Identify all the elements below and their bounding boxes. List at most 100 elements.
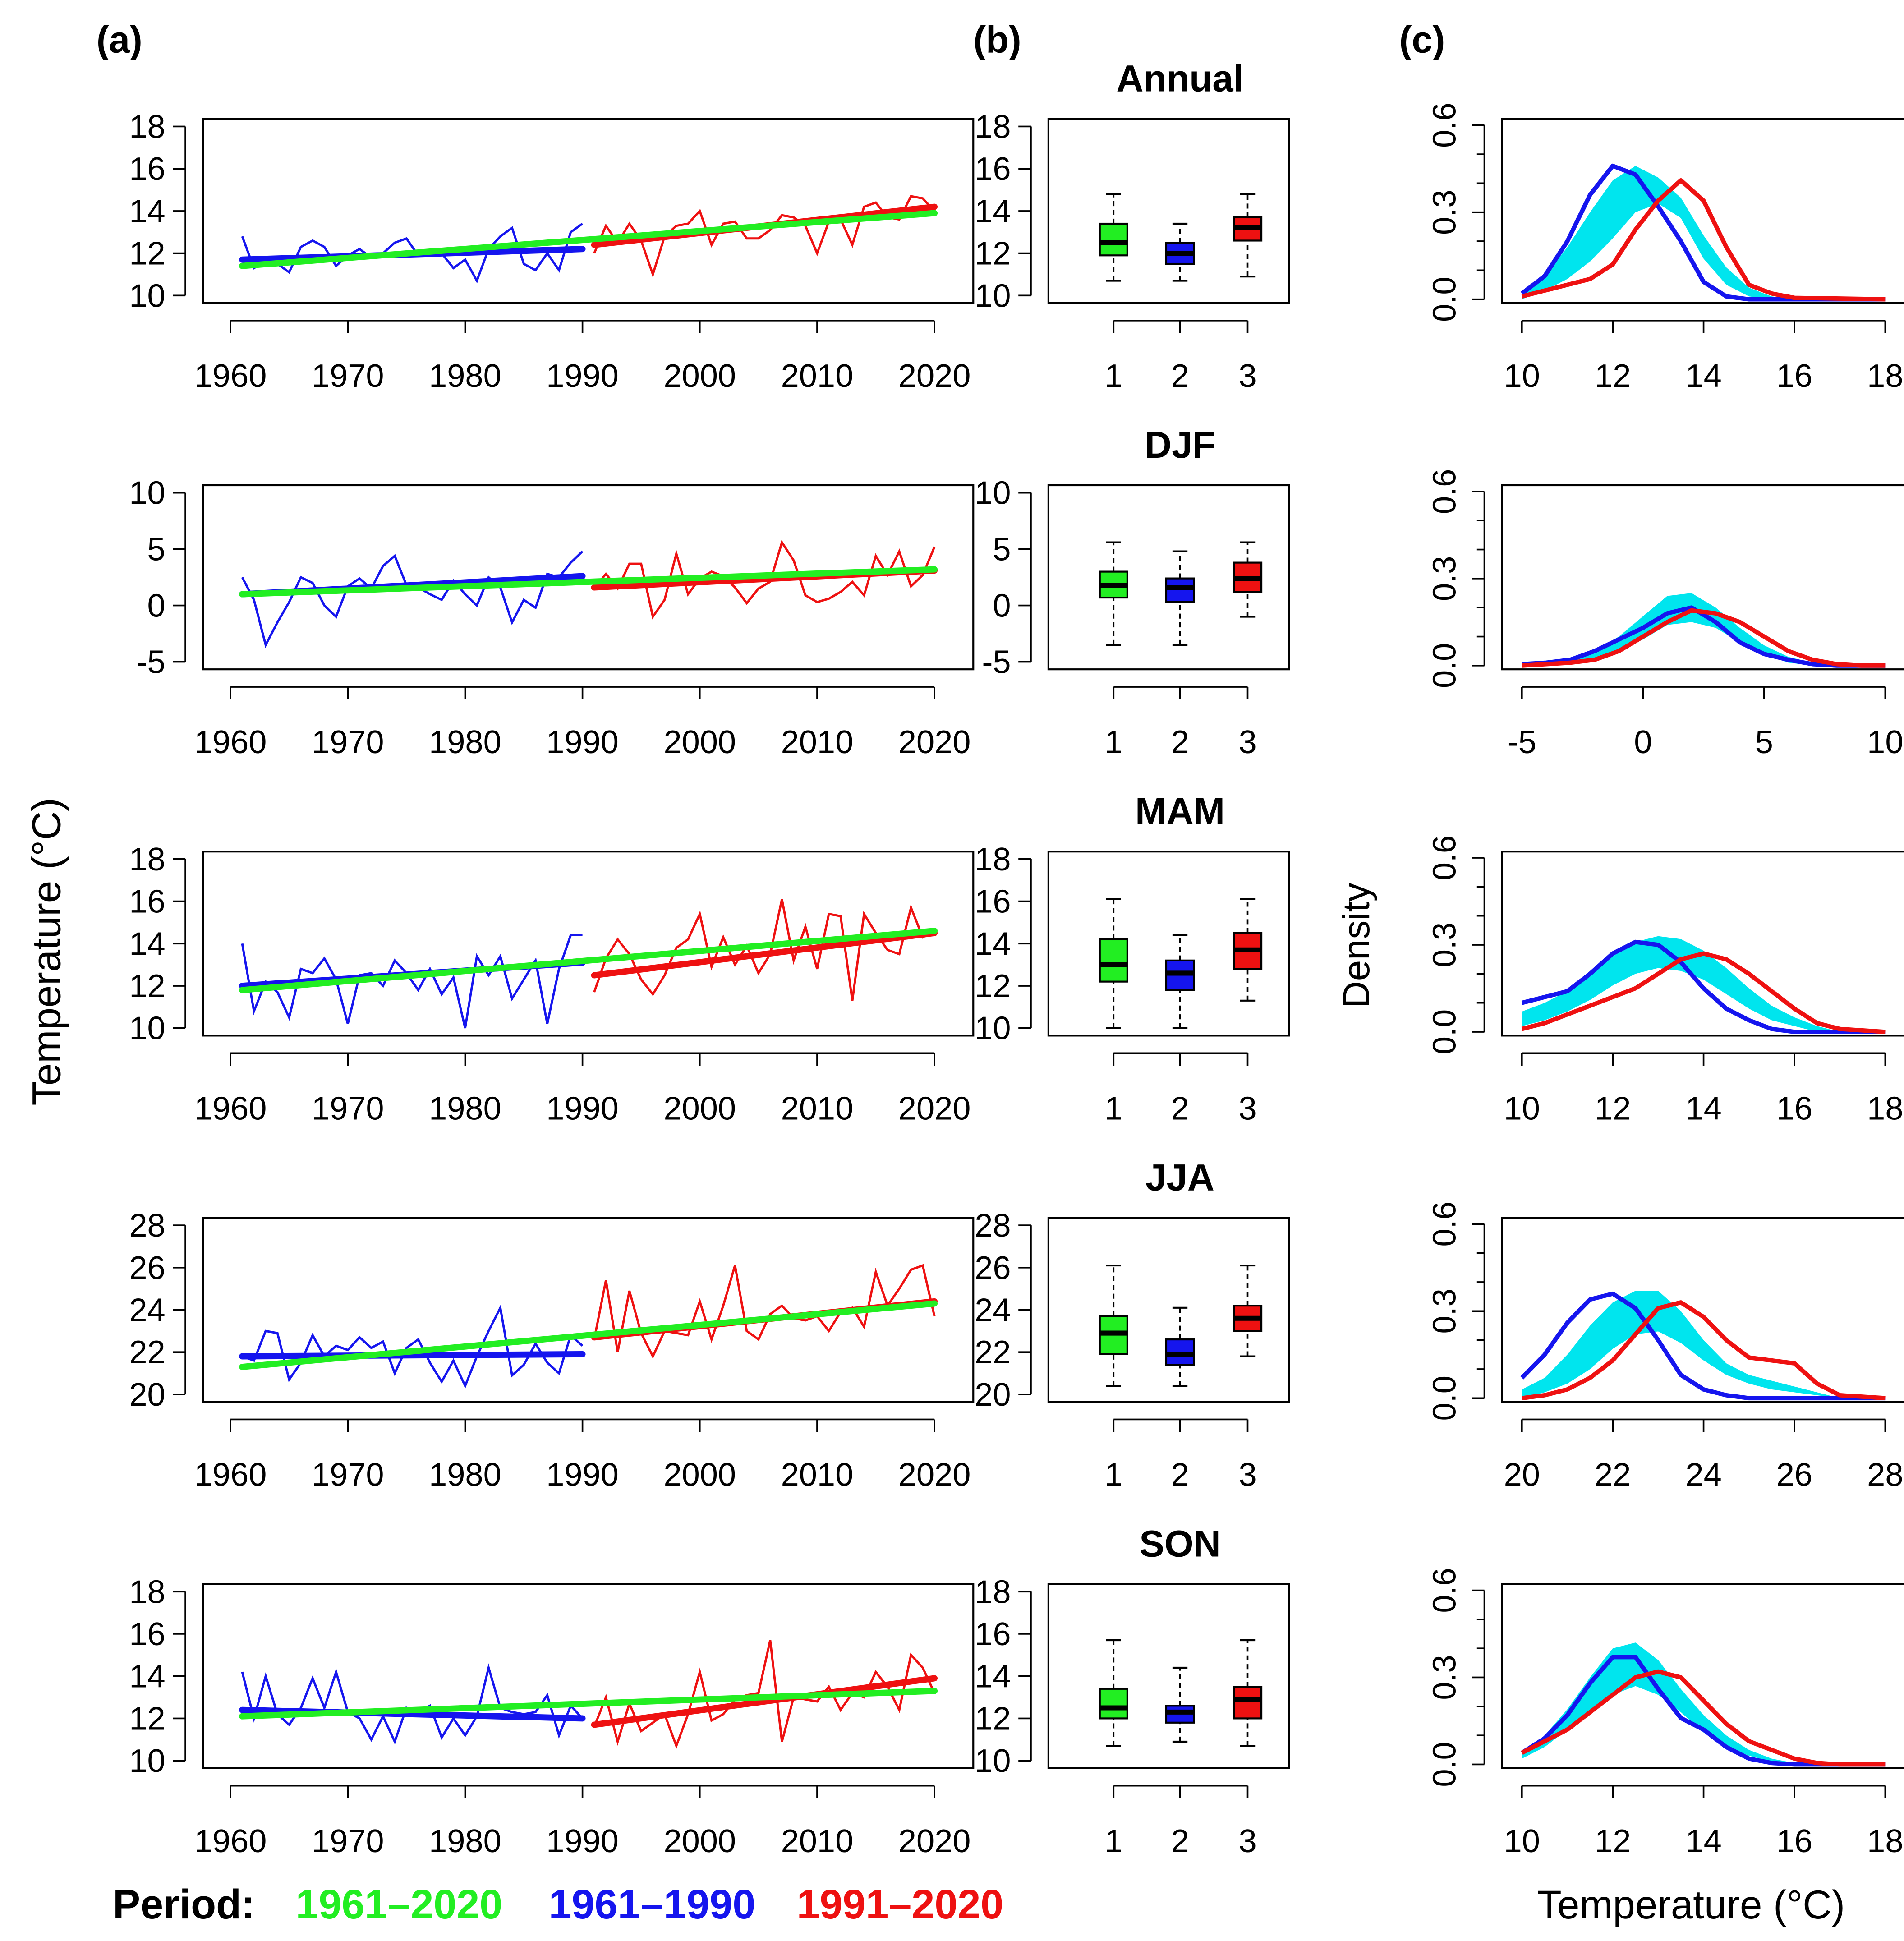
box-y-tick-label: 12 bbox=[975, 1701, 1011, 1737]
x-tick-label: 1970 bbox=[312, 1090, 384, 1127]
series-1961-1990-line bbox=[242, 1304, 584, 1389]
density-x-tick-label: 10 bbox=[1504, 1823, 1540, 1859]
trend-1961-2020 bbox=[239, 566, 938, 598]
season-title: DJF bbox=[1145, 424, 1215, 466]
density-1961-1990 bbox=[1521, 1655, 1886, 1767]
density-y-tick-label: 0.6 bbox=[1427, 469, 1463, 514]
density-x-tick-label: 12 bbox=[1595, 358, 1631, 394]
density-1961-1990 bbox=[1520, 163, 1886, 302]
x-tick-label: 2020 bbox=[898, 1090, 971, 1127]
box-x-tick-label: 1 bbox=[1104, 1090, 1122, 1127]
box-y-tick-label: 16 bbox=[975, 1616, 1011, 1652]
y-tick-label: 0 bbox=[147, 588, 165, 624]
y-tick-label: 20 bbox=[129, 1377, 165, 1413]
density-x-tick-label: 10 bbox=[1504, 358, 1540, 394]
density-envelope-band bbox=[1522, 1291, 1886, 1398]
box-y-tick-label: 5 bbox=[993, 532, 1011, 568]
season-title: SON bbox=[1139, 1523, 1221, 1565]
density-y-tick-label: 0.6 bbox=[1427, 1201, 1463, 1246]
box-x-tick-label: 3 bbox=[1238, 1823, 1256, 1859]
box-x-tick-label: 1 bbox=[1104, 1457, 1122, 1493]
box-y-tick-label: 16 bbox=[975, 151, 1011, 187]
box-1 bbox=[1099, 222, 1128, 257]
box-x-tick-label: 2 bbox=[1171, 1823, 1189, 1859]
legend-item-1991-2020: 1991–2020 bbox=[797, 1881, 1004, 1927]
box-y-tick-label: 18 bbox=[975, 1574, 1011, 1610]
season-jja: 1960 1970 1980 1990 2000 2010 20202022242628JJ… bbox=[129, 1156, 1904, 1493]
boxplot-frame bbox=[1047, 1217, 1290, 1403]
box-y-tick-label: 10 bbox=[975, 475, 1011, 511]
density-y-tick-label: 0.6 bbox=[1427, 103, 1463, 148]
timeseries-panel: 1960 1970 1980 1990 2000 2010 2020 10 12 14 16 18 bbox=[129, 842, 975, 1127]
density-y-tick-label: 0.0 bbox=[1427, 276, 1463, 322]
density-panel: 20 22 24 26 28 0.0 0.3 0.6 bbox=[1427, 1201, 1904, 1493]
box-y-tick-label: 14 bbox=[975, 926, 1011, 962]
x-tick-label: 1970 bbox=[312, 1823, 384, 1859]
density-x-tick-label: 18 bbox=[1867, 1090, 1903, 1127]
panel-label-c: (c) bbox=[1399, 19, 1445, 61]
box-y-tick-label: 10 bbox=[975, 1743, 1011, 1779]
season-title: MAM bbox=[1135, 790, 1225, 832]
boxplot-frame bbox=[1047, 1583, 1290, 1769]
box-y-tick-label: 0 bbox=[993, 588, 1011, 624]
density-panel: 10 12 14 16 18 0.0 0.3 0.6 bbox=[1427, 103, 1904, 394]
box-y-tick-label: 16 bbox=[975, 884, 1011, 920]
density-x-tick-label: 12 bbox=[1595, 1823, 1631, 1859]
trend-1991-2020 bbox=[591, 1675, 938, 1728]
x-tick-label: 1990 bbox=[546, 1823, 619, 1859]
box-1 bbox=[1099, 938, 1128, 983]
season-mam: 1960 1970 1980 1990 2000 2010 20201012141618MA… bbox=[129, 790, 1904, 1127]
x-tick-label: 2000 bbox=[663, 724, 736, 760]
density-y-tick-label: 0.3 bbox=[1427, 1655, 1463, 1700]
density-x-tick-label: 0 bbox=[1634, 724, 1652, 760]
density-y-tick-label: 0.6 bbox=[1427, 835, 1463, 880]
trend-1961-2020 bbox=[239, 1300, 938, 1370]
box-y-tick-label: 20 bbox=[975, 1377, 1011, 1413]
density-x-tick-label: 26 bbox=[1776, 1457, 1812, 1493]
season-son: 1960 1970 1980 1990 2000 2010 20201012141618SO… bbox=[129, 1523, 1904, 1859]
season-title: JJA bbox=[1145, 1156, 1214, 1198]
density-x-tick-label: 24 bbox=[1685, 1457, 1721, 1493]
y-axis-label-temperature: Temperature (°C) bbox=[24, 798, 69, 1105]
density-x-tick-label: 18 bbox=[1867, 358, 1903, 394]
y-tick-label: 10 bbox=[129, 278, 165, 314]
density-x-tick-label: 14 bbox=[1685, 1090, 1721, 1127]
x-tick-label: 1990 bbox=[546, 358, 619, 394]
density-1991-2020 bbox=[1522, 1300, 1886, 1401]
density-x-tick-label: -5 bbox=[1508, 724, 1536, 760]
series-1991-2020-line bbox=[593, 539, 936, 620]
legend-item-1961-1990: 1961–1990 bbox=[549, 1881, 756, 1927]
density-x-tick-label: 18 bbox=[1867, 1823, 1903, 1859]
box-y-tick-label: 10 bbox=[975, 278, 1011, 314]
y-tick-label: 24 bbox=[129, 1292, 165, 1329]
box-x-tick-label: 2 bbox=[1171, 1090, 1189, 1127]
x-tick-label: 2010 bbox=[781, 1090, 854, 1127]
x-tick-label: 2020 bbox=[898, 1457, 971, 1493]
box-y-tick-label: 10 bbox=[975, 1011, 1011, 1047]
y-tick-label: 22 bbox=[129, 1334, 165, 1371]
x-axis-label-density: Temperature (°C) bbox=[1537, 1882, 1845, 1927]
series-1991-2020-line bbox=[593, 195, 935, 278]
box-y-tick-label: 12 bbox=[975, 236, 1011, 272]
y-tick-label: 5 bbox=[147, 532, 165, 568]
boxplot-frame bbox=[1047, 851, 1290, 1037]
box-1 bbox=[1099, 1688, 1128, 1720]
x-tick-label: 2000 bbox=[663, 1823, 736, 1859]
y-tick-label: 14 bbox=[129, 926, 165, 962]
x-tick-label: 2010 bbox=[781, 1823, 854, 1859]
density-frame bbox=[1501, 851, 1904, 1037]
density-x-tick-label: 16 bbox=[1776, 1090, 1812, 1127]
density-y-tick-label: 0.0 bbox=[1427, 1742, 1463, 1787]
density-x-tick-label: 16 bbox=[1776, 1823, 1812, 1859]
box-y-tick-label: 12 bbox=[975, 968, 1011, 1004]
density-frame bbox=[1501, 1217, 1904, 1403]
x-tick-label: 2000 bbox=[663, 1090, 736, 1127]
series-1961-1990-line bbox=[241, 222, 584, 284]
timeseries-frame bbox=[202, 851, 975, 1037]
density-y-tick-label: 0.3 bbox=[1427, 189, 1463, 235]
x-tick-label: 2000 bbox=[663, 358, 736, 394]
timeseries-frame bbox=[202, 484, 975, 671]
x-tick-label: 2020 bbox=[898, 724, 971, 760]
box-y-tick-label: 14 bbox=[975, 1659, 1011, 1695]
